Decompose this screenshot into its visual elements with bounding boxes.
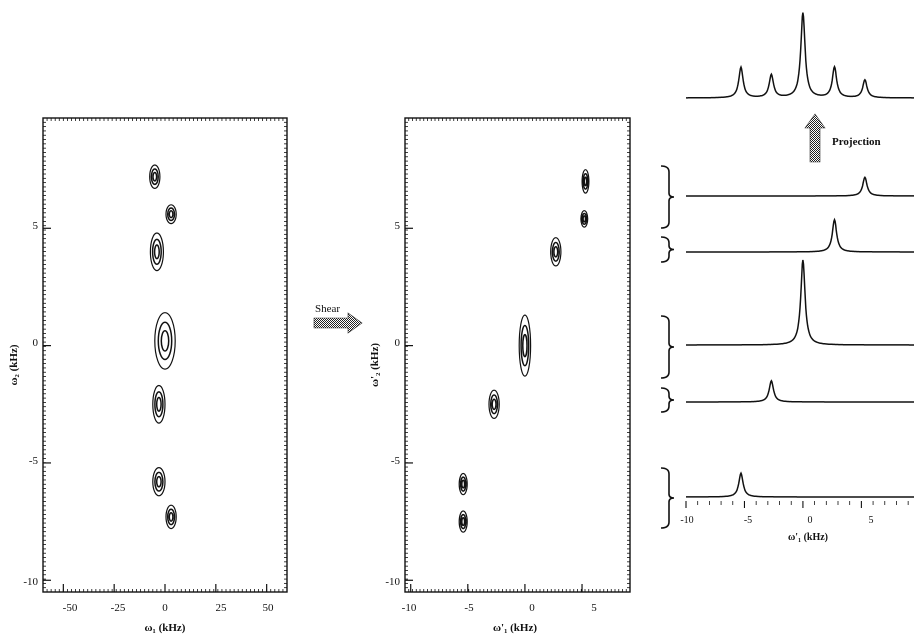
middle-xtick-label: 5 xyxy=(591,602,597,614)
slice-braces xyxy=(660,165,675,529)
spectra-xtick-label: 5 xyxy=(869,515,874,526)
contour-line xyxy=(150,168,159,186)
contour-line xyxy=(152,467,166,497)
middle-xtick-label: -10 xyxy=(402,602,417,614)
contour-line xyxy=(582,215,587,223)
middle-x-axis-label: ω'₁ (kHz) xyxy=(493,622,537,634)
shear-transform: Shear xyxy=(313,303,363,334)
shear-label: Shear xyxy=(315,303,340,315)
left-xtick-label: 50 xyxy=(263,602,275,614)
contour-line xyxy=(154,312,176,370)
middle-xtick-label: -5 xyxy=(464,602,474,614)
slice-brace xyxy=(660,387,675,413)
contour-line xyxy=(160,330,170,352)
spectra-xtick-label: 0 xyxy=(808,515,813,526)
slice-spectrum xyxy=(686,471,914,498)
middle-xtick-label: 0 xyxy=(529,602,535,614)
contour-line xyxy=(459,513,467,530)
contour-line xyxy=(522,333,528,358)
shear-arrow-icon xyxy=(313,312,363,334)
slice-brace xyxy=(660,315,675,379)
slice-brace xyxy=(660,467,675,529)
spectra-xtick-label: -5 xyxy=(744,515,752,526)
contour-line xyxy=(155,396,162,412)
left-axis-ticks xyxy=(42,117,288,593)
contour-line xyxy=(580,210,589,228)
projection-arrow-icon xyxy=(804,113,826,163)
contour-line xyxy=(583,176,588,187)
contour-line xyxy=(154,391,164,418)
left-xtick-label: 0 xyxy=(162,602,168,614)
middle-contour-panel: -10 -5 0 5 5 0 -5 -10 ω'₁ (kHz) ω'₂ (kHz… xyxy=(369,117,631,634)
left-x-axis-label: ω₁ (kHz) xyxy=(145,622,186,634)
contour-line xyxy=(582,172,589,190)
contour-line xyxy=(520,324,530,367)
contour-line xyxy=(151,238,162,265)
slice-spectrum xyxy=(686,379,914,403)
left-xtick-label: 25 xyxy=(216,602,228,614)
middle-ytick-label: 0 xyxy=(395,337,401,349)
contour-line xyxy=(461,517,466,527)
contour-line xyxy=(581,212,588,226)
projection-label: Projection xyxy=(832,136,881,148)
contour-line xyxy=(459,476,467,492)
contour-line xyxy=(152,171,158,182)
left-ytick-label: -5 xyxy=(29,455,39,467)
left-plot-frame xyxy=(42,117,288,593)
left-contour-panel: -50 -25 0 25 50 5 0 -5 -10 ω₁ (kHz) ω₂ (… xyxy=(8,117,288,634)
contour-line xyxy=(168,511,174,522)
middle-y-axis-label: ω'₂ (kHz) xyxy=(369,343,381,387)
contour-line xyxy=(157,321,173,361)
middle-axis-ticks xyxy=(404,117,631,593)
contour-line xyxy=(165,504,177,530)
slice-spectrum xyxy=(686,259,914,346)
contour-line xyxy=(154,471,164,492)
contour-line xyxy=(149,232,164,272)
slice-spectrum xyxy=(686,217,914,253)
contour-line xyxy=(581,169,590,194)
left-ytick-label: 0 xyxy=(33,337,39,349)
spectra-x-axis-label: ω'₁ (kHz) xyxy=(788,532,828,543)
contour-line xyxy=(166,508,176,526)
contour-line xyxy=(488,389,500,419)
left-xtick-label: -25 xyxy=(111,602,126,614)
contour-line xyxy=(461,479,466,489)
left-y-axis-label: ω₂ (kHz) xyxy=(8,344,20,385)
middle-contours xyxy=(458,169,590,533)
middle-ytick-label: -10 xyxy=(385,576,400,588)
left-contours xyxy=(149,164,177,530)
slice-spectra-panel: Projection -10 -5 0 5 ω'₁ (kHz) xyxy=(660,12,914,543)
contour-line xyxy=(550,237,562,267)
middle-ytick-label: -5 xyxy=(391,455,401,467)
left-ytick-label: 5 xyxy=(33,220,39,232)
projection-spectrum xyxy=(686,12,914,99)
left-xtick-label: -50 xyxy=(63,602,78,614)
contour-line xyxy=(489,394,499,415)
slice-brace xyxy=(660,165,675,229)
contour-line xyxy=(165,204,177,225)
contour-line xyxy=(458,510,468,533)
contour-line xyxy=(518,314,532,377)
contour-line xyxy=(168,210,174,219)
contour-line xyxy=(458,472,468,496)
middle-ytick-label: 5 xyxy=(395,220,401,232)
spectra-xtick-label: -10 xyxy=(680,515,693,526)
contour-line xyxy=(553,245,559,258)
slice-spectrum xyxy=(686,175,914,197)
left-ytick-label: -10 xyxy=(23,576,38,588)
slice-brace xyxy=(660,236,675,263)
contour-line xyxy=(551,241,560,262)
middle-plot-frame xyxy=(404,117,631,593)
contour-line xyxy=(155,475,162,488)
contour-line xyxy=(491,398,497,411)
spectra-axis-ticks xyxy=(685,501,909,508)
contour-line xyxy=(152,384,166,424)
contour-line xyxy=(153,244,160,260)
contour-line xyxy=(149,164,161,189)
contour-line xyxy=(166,207,176,222)
spectra-traces xyxy=(686,12,914,498)
